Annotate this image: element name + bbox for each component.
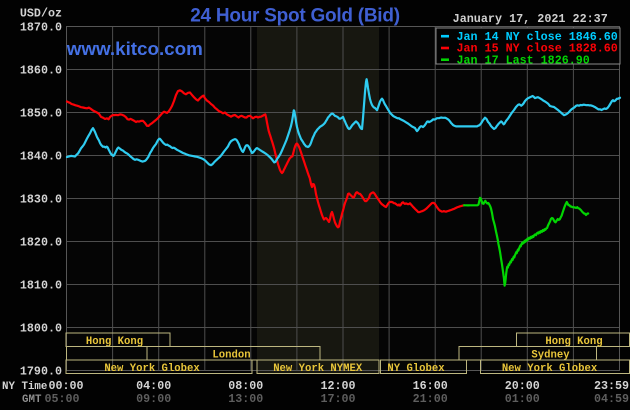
svg-text:Hong Kong: Hong Kong	[545, 336, 602, 348]
svg-text:1790.0: 1790.0	[20, 365, 62, 379]
svg-text:USD/oz: USD/oz	[20, 7, 62, 21]
svg-text:Jan 15 NY close 1828.60: Jan 15 NY close 1828.60	[457, 42, 618, 56]
svg-text:1860.0: 1860.0	[20, 64, 62, 78]
svg-text:NY Globex: NY Globex	[387, 363, 445, 375]
svg-text:01:00: 01:00	[505, 392, 540, 406]
svg-text:1830.0: 1830.0	[20, 193, 62, 207]
svg-text:New York Globex: New York Globex	[502, 363, 598, 375]
svg-text:24 Hour Spot Gold (Bid): 24 Hour Spot Gold (Bid)	[190, 5, 400, 26]
svg-text:12:00: 12:00	[320, 379, 355, 393]
svg-text:New York Globex: New York Globex	[104, 363, 200, 375]
svg-text:09:00: 09:00	[136, 392, 171, 406]
svg-text:13:00: 13:00	[228, 392, 263, 406]
svg-text:08:00: 08:00	[228, 379, 263, 393]
svg-text:04:00: 04:00	[136, 379, 171, 393]
svg-text:1850.0: 1850.0	[20, 107, 62, 121]
svg-text:17:00: 17:00	[320, 392, 355, 406]
svg-text:05:00: 05:00	[44, 392, 79, 406]
svg-text:04:59: 04:59	[594, 392, 629, 406]
svg-text:January 17, 2021 22:37: January 17, 2021 22:37	[453, 12, 608, 26]
svg-text:16:00: 16:00	[413, 379, 448, 393]
svg-text:Hong Kong: Hong Kong	[86, 336, 143, 348]
svg-text:00:00: 00:00	[48, 379, 83, 393]
svg-text:1810.0: 1810.0	[20, 279, 62, 293]
svg-text:London: London	[212, 350, 250, 362]
svg-text:21:00: 21:00	[413, 392, 448, 406]
svg-text:1800.0: 1800.0	[20, 322, 62, 336]
svg-text:GMT: GMT	[22, 394, 42, 406]
svg-text:NY Time: NY Time	[2, 381, 47, 393]
svg-text:1820.0: 1820.0	[20, 236, 62, 250]
svg-text:Sydney: Sydney	[531, 350, 570, 362]
svg-text:20:00: 20:00	[505, 379, 540, 393]
svg-text:1870.0: 1870.0	[20, 21, 62, 35]
svg-text:www.kitco.com: www.kitco.com	[66, 38, 203, 59]
svg-text:23:59: 23:59	[594, 379, 629, 393]
svg-text:New York NYMEX: New York NYMEX	[273, 363, 363, 375]
svg-text:Jan 17 Last 1826.90: Jan 17 Last 1826.90	[457, 53, 590, 67]
svg-text:Jan 14 NY close 1846.60: Jan 14 NY close 1846.60	[457, 30, 618, 44]
svg-text:1840.0: 1840.0	[20, 150, 62, 164]
